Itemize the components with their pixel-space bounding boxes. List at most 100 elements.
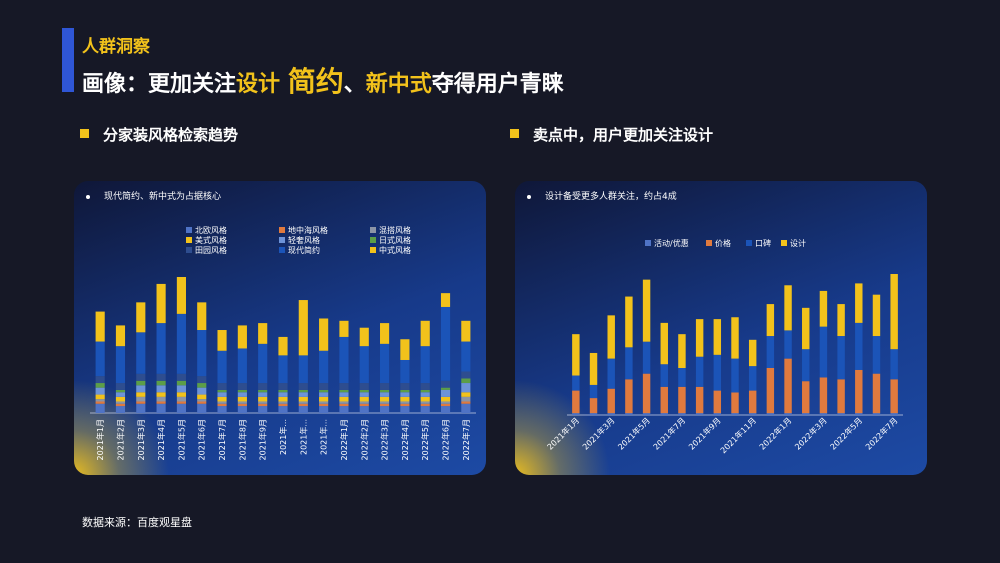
bar-segment xyxy=(855,283,863,323)
bar-segment xyxy=(95,403,105,413)
bar-segment xyxy=(115,396,126,402)
bar-segment xyxy=(380,403,390,407)
bar-segment xyxy=(359,327,369,347)
headline-highlight-design: 设计 xyxy=(236,72,281,97)
bar-segment xyxy=(380,401,390,404)
bar-segment xyxy=(136,373,146,381)
bar-segment xyxy=(136,392,146,397)
bar-segment xyxy=(380,323,390,344)
legend-item: 设计 xyxy=(781,238,806,249)
x-tick-label: 2021年... xyxy=(298,419,308,455)
bar-segment xyxy=(217,383,227,390)
bar-segment xyxy=(136,396,146,402)
bar-segment xyxy=(784,413,792,415)
bar-segment xyxy=(784,285,792,331)
x-tick-label: 2022年3月 xyxy=(380,419,390,460)
bar-segment xyxy=(819,413,828,415)
bar-segment xyxy=(802,349,810,382)
bar-segment xyxy=(607,388,615,414)
bar-segment xyxy=(589,352,598,385)
legend-item: 日式风格 xyxy=(370,235,411,246)
page-headline: 画像：更加关注设计 简约、新中式夺得用户青睐 xyxy=(82,60,564,100)
bar-segment xyxy=(589,384,598,399)
style-trend-chart: 2021年1月 2021年2月 2021年3月 2021年4月 2021年5月 2021年… xyxy=(90,277,476,460)
bar-segment xyxy=(95,311,105,342)
bar-segment xyxy=(748,339,757,367)
legend-item: 中式风格 xyxy=(370,245,411,256)
legend-label: 北欧风格 xyxy=(195,226,227,235)
bar-segment xyxy=(278,336,288,356)
bar-segment xyxy=(339,336,349,384)
bar-segment xyxy=(695,319,704,357)
x-tick-label: 2021年7月 xyxy=(651,415,687,451)
bar-segment xyxy=(440,406,451,413)
bar-segment xyxy=(642,373,651,414)
bar-segment xyxy=(890,349,898,380)
x-tick-label: 2022年1月 xyxy=(339,419,349,460)
bar-segment xyxy=(440,293,451,307)
bar-segment xyxy=(95,401,105,404)
selling-point-chart-panel: 设计备受更多人群关注，约占4成 活动/优惠 价格 口碑 设计 2021年1月 2021年… xyxy=(515,181,927,475)
bar-segment xyxy=(678,413,686,415)
bar-segment xyxy=(380,389,390,393)
bar-segment xyxy=(217,350,227,384)
x-tick-label: 2022年7月 xyxy=(461,419,471,460)
bar-segment xyxy=(420,403,430,407)
bar-segment xyxy=(237,401,247,404)
right-subtitle-text: 卖点中，用户更加关注设计 xyxy=(533,126,714,144)
bar-segment xyxy=(298,401,308,404)
bar-segment xyxy=(359,403,369,407)
bar-segment xyxy=(217,406,227,413)
bar-segment xyxy=(400,401,410,404)
bar-segment xyxy=(461,383,471,393)
bullet-dot xyxy=(86,194,90,199)
legend-label: 口碑 xyxy=(755,239,771,248)
bar-segment xyxy=(217,330,227,351)
legend-label: 现代简约 xyxy=(288,246,320,255)
left-subtitle-text: 分家装风格检索趋势 xyxy=(103,126,239,144)
bar-segment xyxy=(136,385,146,393)
x-tick-label: 2021年11月 xyxy=(718,415,758,455)
bar-segment xyxy=(855,322,863,370)
bar-segment xyxy=(766,413,775,415)
headline-text-1: 画像：更加关注 xyxy=(82,72,237,97)
bar-segment xyxy=(625,379,633,414)
bar-segment xyxy=(802,307,810,350)
bar-segment xyxy=(572,413,580,415)
bar-segment xyxy=(420,389,430,393)
bar-segment xyxy=(855,413,863,415)
bar-segment xyxy=(678,368,686,387)
bar-segment xyxy=(339,389,349,393)
legend-label: 田园风格 xyxy=(195,246,227,255)
bar-segment xyxy=(176,277,186,314)
legend-swatch xyxy=(746,239,752,246)
legend-swatch xyxy=(186,236,192,243)
bar-segment xyxy=(625,413,633,415)
bar-segment xyxy=(197,302,207,331)
bar-segment xyxy=(440,306,451,381)
bar-segment xyxy=(156,392,166,397)
legend-item: 美式风格 xyxy=(186,235,227,246)
bar-segment xyxy=(572,334,580,376)
bar-segment xyxy=(440,380,451,388)
bar-segment xyxy=(136,332,146,374)
bar-segment xyxy=(176,385,186,393)
bar-segment xyxy=(713,413,722,415)
bar-segment xyxy=(461,371,471,379)
legend-label: 美式风格 xyxy=(195,236,227,245)
bar-segment xyxy=(319,406,329,413)
bar-segment xyxy=(339,401,349,404)
bar-segment xyxy=(461,403,471,413)
bar-segment xyxy=(237,396,247,402)
bar-segment xyxy=(380,406,390,413)
bar-segment xyxy=(115,401,126,404)
x-tick-label: 2022年2月 xyxy=(359,419,369,460)
bar-segment xyxy=(400,359,410,384)
bar-segment xyxy=(237,325,247,349)
legend-item: 价格 xyxy=(706,238,731,249)
bar-segment xyxy=(837,413,845,415)
style-chart-title: 现代简约、新中式为占据核心 xyxy=(86,189,221,202)
bar-segment xyxy=(359,389,369,393)
legend-item: 轻奢风格 xyxy=(279,235,320,246)
bar-segment xyxy=(156,396,166,402)
